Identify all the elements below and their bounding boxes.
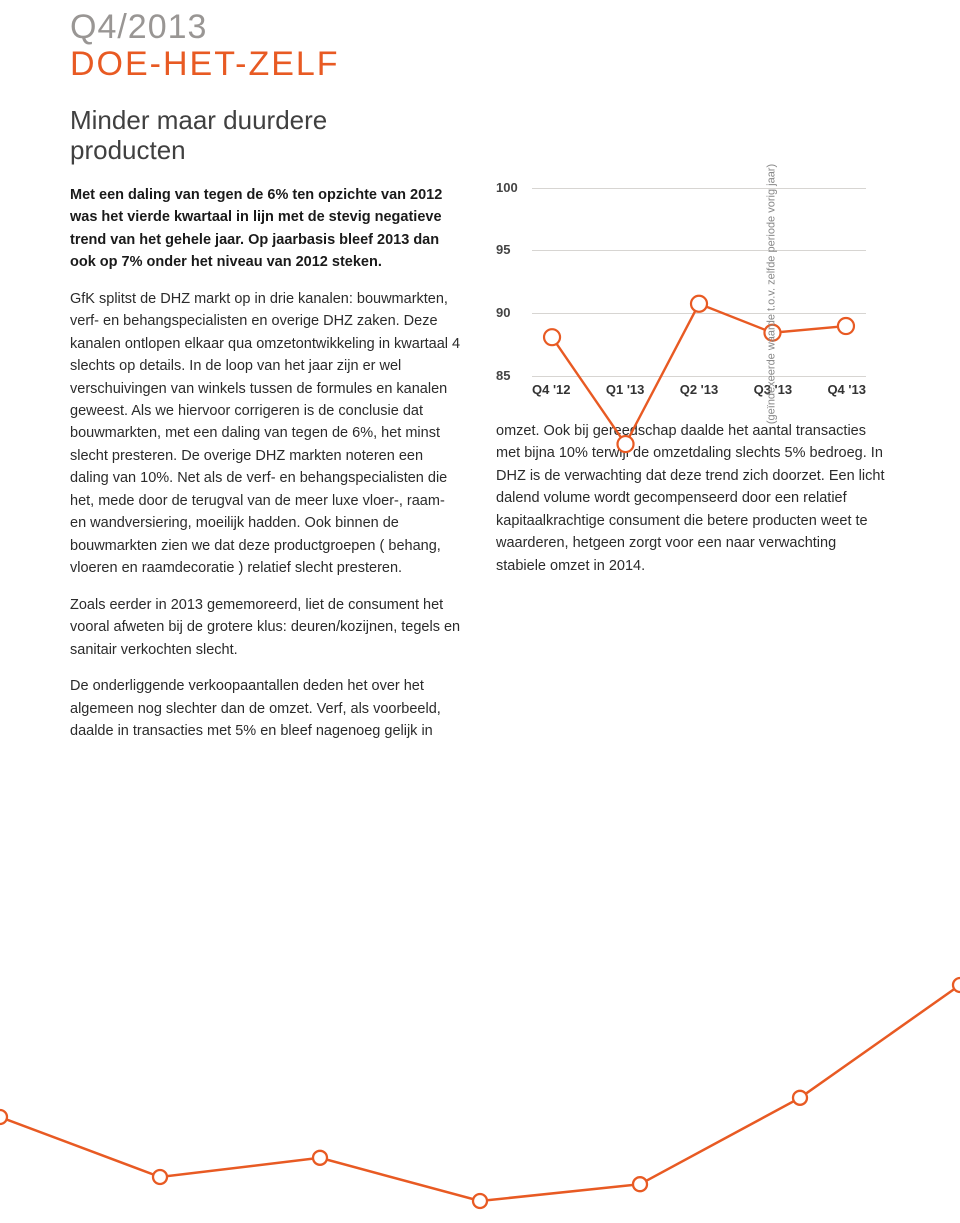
bottom-chart-marker	[0, 1110, 7, 1124]
chart-marker	[838, 318, 854, 334]
chart-marker	[618, 436, 634, 452]
chart-ytick-label: 85	[496, 366, 510, 386]
subhead: Minder maar duurdere producten	[70, 106, 430, 166]
chart-xtick-label: Q4 '12	[532, 380, 571, 400]
body-para: GfK splitst de DHZ markt op in drie kana…	[70, 288, 464, 580]
eyebrow: Q4/2013	[70, 8, 890, 47]
chart-yaxis-label: (geïndexeerde waarde t.o.v. zelfde perio…	[763, 164, 780, 424]
category-title: DOE-HET-ZELF	[70, 45, 890, 84]
body-para: De onderliggende verkoopaantallen deden …	[70, 675, 464, 742]
bottom-chart-marker	[313, 1151, 327, 1165]
chart-marker	[691, 296, 707, 312]
decorative-bottom-chart	[0, 963, 960, 1223]
body-para: Zoals eerder in 2013 gememoreerd, liet d…	[70, 594, 464, 661]
chart-ytick-label: 90	[496, 303, 510, 323]
bottom-chart-marker	[953, 978, 960, 992]
chart-xtick-label: Q1 '13	[606, 380, 645, 400]
chart-xtick-label: Q2 '13	[680, 380, 719, 400]
chart-ytick-label: 100	[496, 178, 518, 198]
chart-line	[552, 304, 846, 444]
bottom-chart-marker	[473, 1194, 487, 1208]
left-column: Met een daling van tegen de 6% ten opzic…	[70, 184, 464, 757]
right-column: 100959085 Q4 '12Q1 '13Q2 '13Q3 '13Q4 '13…	[496, 184, 890, 757]
chart-xtick-label: Q4 '13	[827, 380, 866, 400]
chart-marker	[544, 329, 560, 345]
bottom-chart-marker	[793, 1091, 807, 1105]
bottom-chart-marker	[153, 1170, 167, 1184]
chart-ytick-label: 95	[496, 240, 510, 260]
intro-bold: Met een daling van tegen de 6% ten opzic…	[70, 184, 464, 274]
index-chart: 100959085 Q4 '12Q1 '13Q2 '13Q3 '13Q4 '13…	[496, 184, 890, 404]
bottom-chart-marker	[633, 1177, 647, 1191]
bottom-chart-line	[0, 985, 960, 1201]
